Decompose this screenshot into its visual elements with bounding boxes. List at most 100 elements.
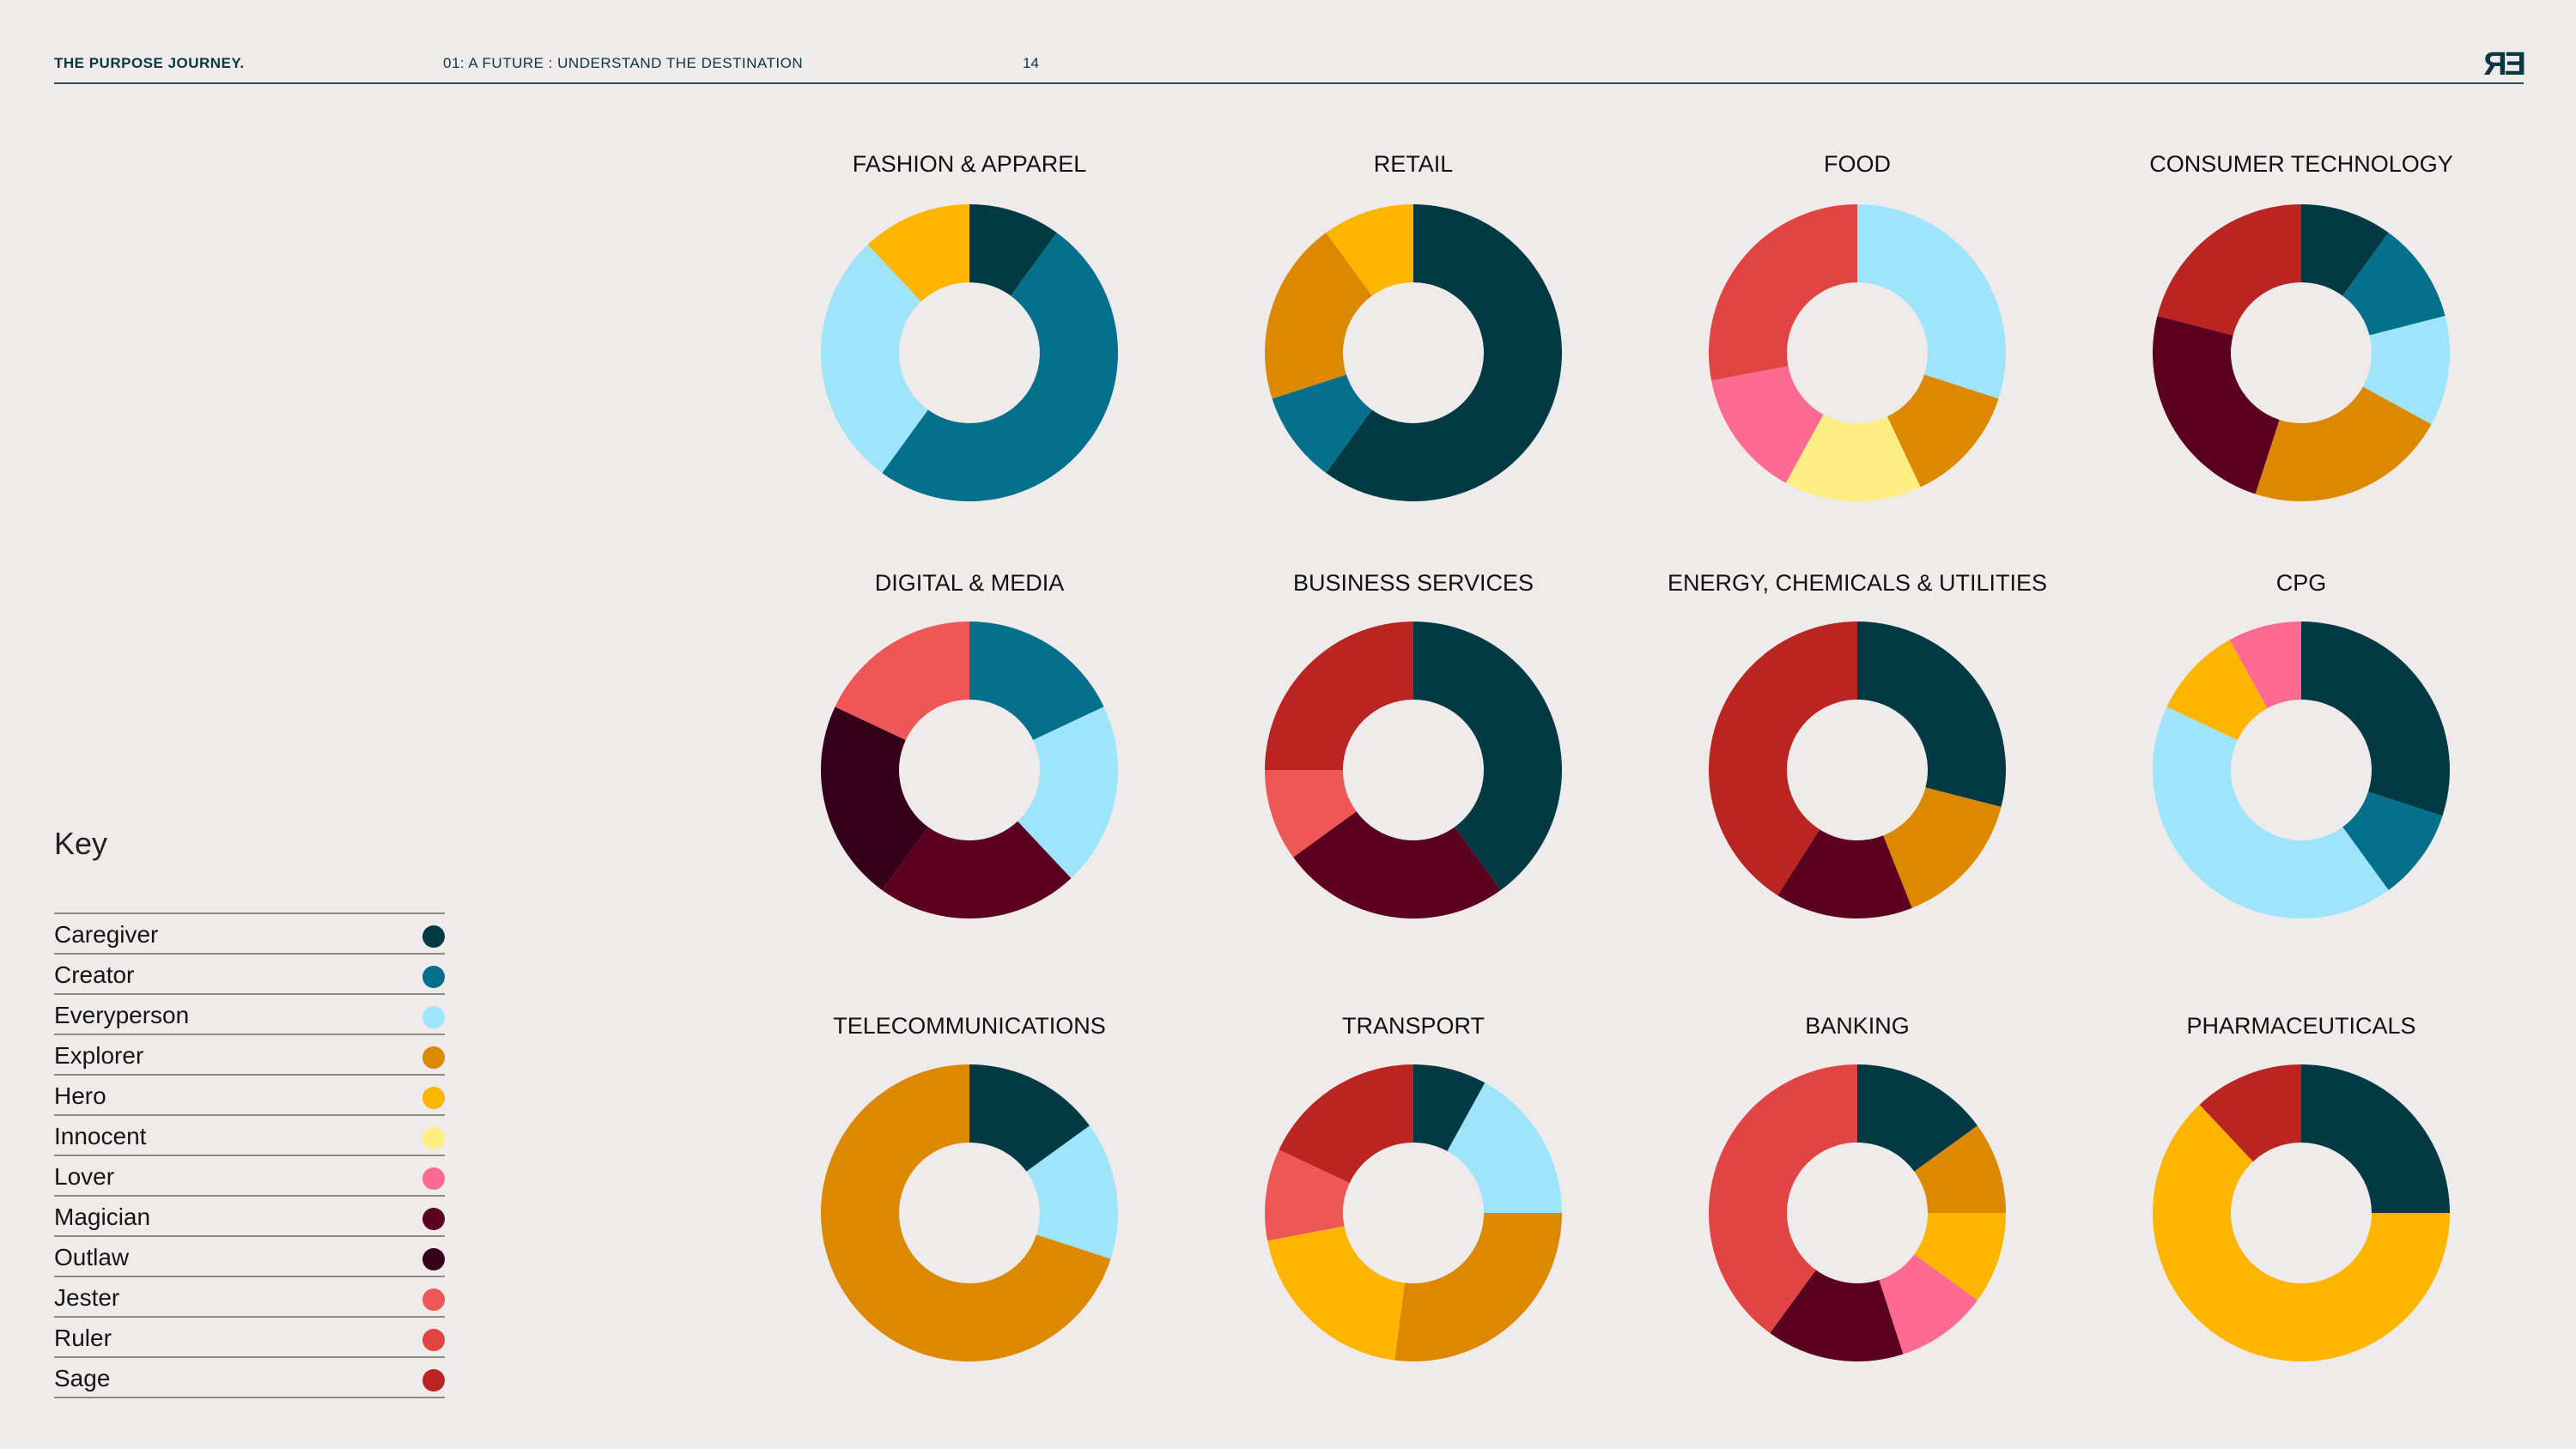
donut-slice-everyperson	[2152, 706, 2389, 919]
legend-swatch	[422, 1087, 445, 1109]
chart-title: BANKING	[1805, 1013, 1910, 1039]
donut-slice-sage	[2199, 1064, 2301, 1162]
legend-label: Magician	[54, 1203, 151, 1230]
legend: Caregiver Creator Everyperson Explorer Hero I…	[54, 912, 445, 1398]
legend-label: Explorer	[54, 1042, 144, 1069]
donut-slice-ruler	[1708, 1064, 1857, 1333]
donut-chart: PHARMACEUTICALS	[2152, 1013, 2450, 1361]
donut-slice-hero	[867, 204, 969, 302]
donut-slice-magician	[2152, 315, 2280, 494]
chart-title: FASHION & APPAREL	[853, 151, 1087, 177]
legend-item: Jester	[54, 1277, 445, 1318]
donut-slice-creator	[2342, 791, 2443, 890]
legend-item: Caregiver	[54, 914, 445, 955]
legend-item: Magician	[54, 1197, 445, 1237]
legend-item: Innocent	[54, 1116, 445, 1156]
donut-slice-jester	[1265, 770, 1357, 858]
legend-swatch	[422, 1006, 445, 1028]
legend-item: Hero	[54, 1076, 445, 1116]
donut-slice-caregiver	[969, 1064, 1090, 1172]
donut-chart: DIGITAL & MEDIA	[821, 570, 1118, 919]
chart-title: TRANSPORT	[1342, 1013, 1485, 1039]
donut-slice-everyperson	[1018, 706, 1118, 879]
legend-item: Explorer	[54, 1035, 445, 1076]
donut-slice-creator	[2342, 233, 2445, 336]
chart-title: CONSUMER TECHNOLOGY	[2149, 151, 2453, 177]
donut-slice-sage	[2157, 204, 2301, 336]
donut-slice-hero	[1914, 1213, 2006, 1300]
donut-slice-creator	[969, 621, 1104, 741]
donut-slice-magician	[1293, 811, 1501, 919]
chart-title: RETAIL	[1374, 151, 1454, 177]
donut-slice-explorer	[1883, 787, 2002, 908]
donut-slice-innocent	[1785, 414, 1921, 502]
donut-slice-hero	[1267, 1226, 1405, 1361]
donut-slice-explorer	[1264, 233, 1372, 399]
legend-item: Sage	[54, 1358, 445, 1398]
donut-slice-caregiver	[2301, 204, 2389, 296]
legend-item: Lover	[54, 1156, 445, 1197]
key-title: Key	[54, 826, 108, 861]
legend-swatch	[422, 1248, 445, 1270]
legend-swatch	[422, 1288, 445, 1311]
donut-slice-hero	[2166, 640, 2268, 741]
donut-chart: CPG	[2152, 570, 2450, 919]
donut-slice-hero	[1326, 204, 1413, 296]
donut-slice-caregiver	[1857, 1064, 1978, 1172]
chart-title: FOOD	[1824, 151, 1891, 177]
donut-slice-outlaw	[821, 706, 928, 890]
legend-swatch	[422, 1208, 445, 1230]
legend-swatch	[422, 966, 445, 988]
legend-label: Hero	[54, 1082, 106, 1109]
legend-label: Innocent	[54, 1123, 147, 1149]
donut-slice-sage	[1708, 621, 1857, 896]
donut-slice-caregiver	[2301, 1064, 2450, 1213]
legend-label: Lover	[54, 1163, 115, 1190]
legend-item: Creator	[54, 955, 445, 995]
donut-slice-explorer	[2255, 386, 2432, 501]
donut-slice-everyperson	[1447, 1082, 1562, 1213]
donut-slice-everyperson	[2362, 315, 2450, 425]
donut-slice-ruler	[1709, 204, 1857, 381]
donut-slice-caregiver	[1413, 1064, 1485, 1152]
chart-title: CPG	[2276, 570, 2327, 596]
donut-slice-lover	[2229, 621, 2301, 709]
donut-slice-caregiver	[1857, 621, 2007, 808]
donut-slice-lover	[1879, 1254, 1978, 1355]
donut-slice-explorer	[1914, 1125, 2006, 1213]
donut-chart: BANKING	[1708, 1013, 2006, 1361]
donut-slice-sage	[1279, 1064, 1413, 1184]
page-number: 14	[1023, 55, 1039, 71]
donut-slice-explorer	[1394, 1213, 1562, 1361]
legend-label: Outlaw	[54, 1244, 130, 1270]
page-header: THE PURPOSE JOURNEY. 01: A FUTURE : UNDE…	[54, 46, 2526, 84]
legend-swatch	[422, 925, 445, 948]
legend-swatch	[422, 1329, 445, 1351]
chart-title: TELECOMMUNICATIONS	[833, 1013, 1106, 1039]
brand-title: THE PURPOSE JOURNEY.	[54, 55, 245, 71]
donut-slice-caregiver	[2301, 621, 2450, 816]
donut-slice-caregiver	[1326, 204, 1562, 501]
legend-swatch	[422, 1167, 445, 1190]
donut-slice-jester	[835, 621, 969, 741]
donut-slice-everyperson	[1026, 1125, 1119, 1259]
donut-slice-creator	[882, 233, 1118, 501]
donut-slice-magician	[1770, 1270, 1904, 1361]
chart-title: DIGITAL & MEDIA	[875, 570, 1065, 596]
legend-label: Everyperson	[54, 1002, 190, 1028]
donut-chart: BUSINESS SERVICES	[1265, 570, 1562, 919]
legend-item: Outlaw	[54, 1237, 445, 1277]
donut-chart: TRANSPORT	[1265, 1013, 1562, 1361]
legend-item: Ruler	[54, 1318, 445, 1358]
legend-item: Everyperson	[54, 995, 445, 1035]
donut-slice-explorer	[821, 1064, 1111, 1361]
section-title: 01: A FUTURE : UNDERSTAND THE DESTINATIO…	[443, 55, 804, 71]
legend-label: Caregiver	[54, 921, 159, 948]
donut-slice-hero	[2152, 1104, 2450, 1361]
donut-slice-everyperson	[1857, 204, 2006, 399]
legend-label: Sage	[54, 1365, 111, 1391]
donut-chart: CONSUMER TECHNOLOGY	[2149, 151, 2453, 501]
donut-slice-creator	[1272, 374, 1372, 473]
legend-swatch	[422, 1369, 445, 1391]
